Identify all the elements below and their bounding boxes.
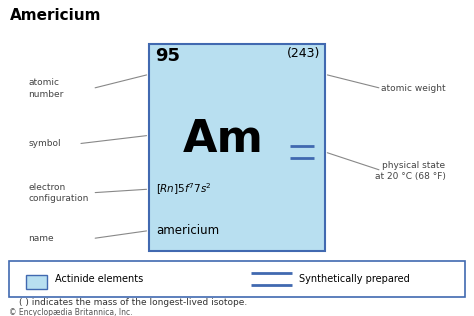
Text: electron
configuration: electron configuration <box>28 183 89 203</box>
Text: atomic
number: atomic number <box>28 78 64 99</box>
Text: 95: 95 <box>155 47 180 65</box>
Text: $\it{[Rn]5f^77s^2}$: $\it{[Rn]5f^77s^2}$ <box>156 181 212 197</box>
Text: Synthetically prepared: Synthetically prepared <box>299 274 410 284</box>
Text: Am: Am <box>182 118 264 161</box>
Bar <box>149 44 325 251</box>
Text: symbol: symbol <box>28 139 61 148</box>
Text: atomic weight: atomic weight <box>381 84 446 93</box>
Text: (243): (243) <box>287 47 320 60</box>
Text: © Encyclopædia Britannica, Inc.: © Encyclopædia Britannica, Inc. <box>9 308 133 316</box>
Text: americium: americium <box>156 224 219 237</box>
Text: Actinide elements: Actinide elements <box>55 274 143 284</box>
Bar <box>26 275 47 289</box>
Text: ( ) indicates the mass of the longest-lived isotope.: ( ) indicates the mass of the longest-li… <box>19 298 247 307</box>
Text: physical state
at 20 °C (68 °F): physical state at 20 °C (68 °F) <box>374 161 446 181</box>
Text: name: name <box>28 234 54 243</box>
Bar <box>9 261 465 297</box>
Text: Americium: Americium <box>9 8 101 23</box>
